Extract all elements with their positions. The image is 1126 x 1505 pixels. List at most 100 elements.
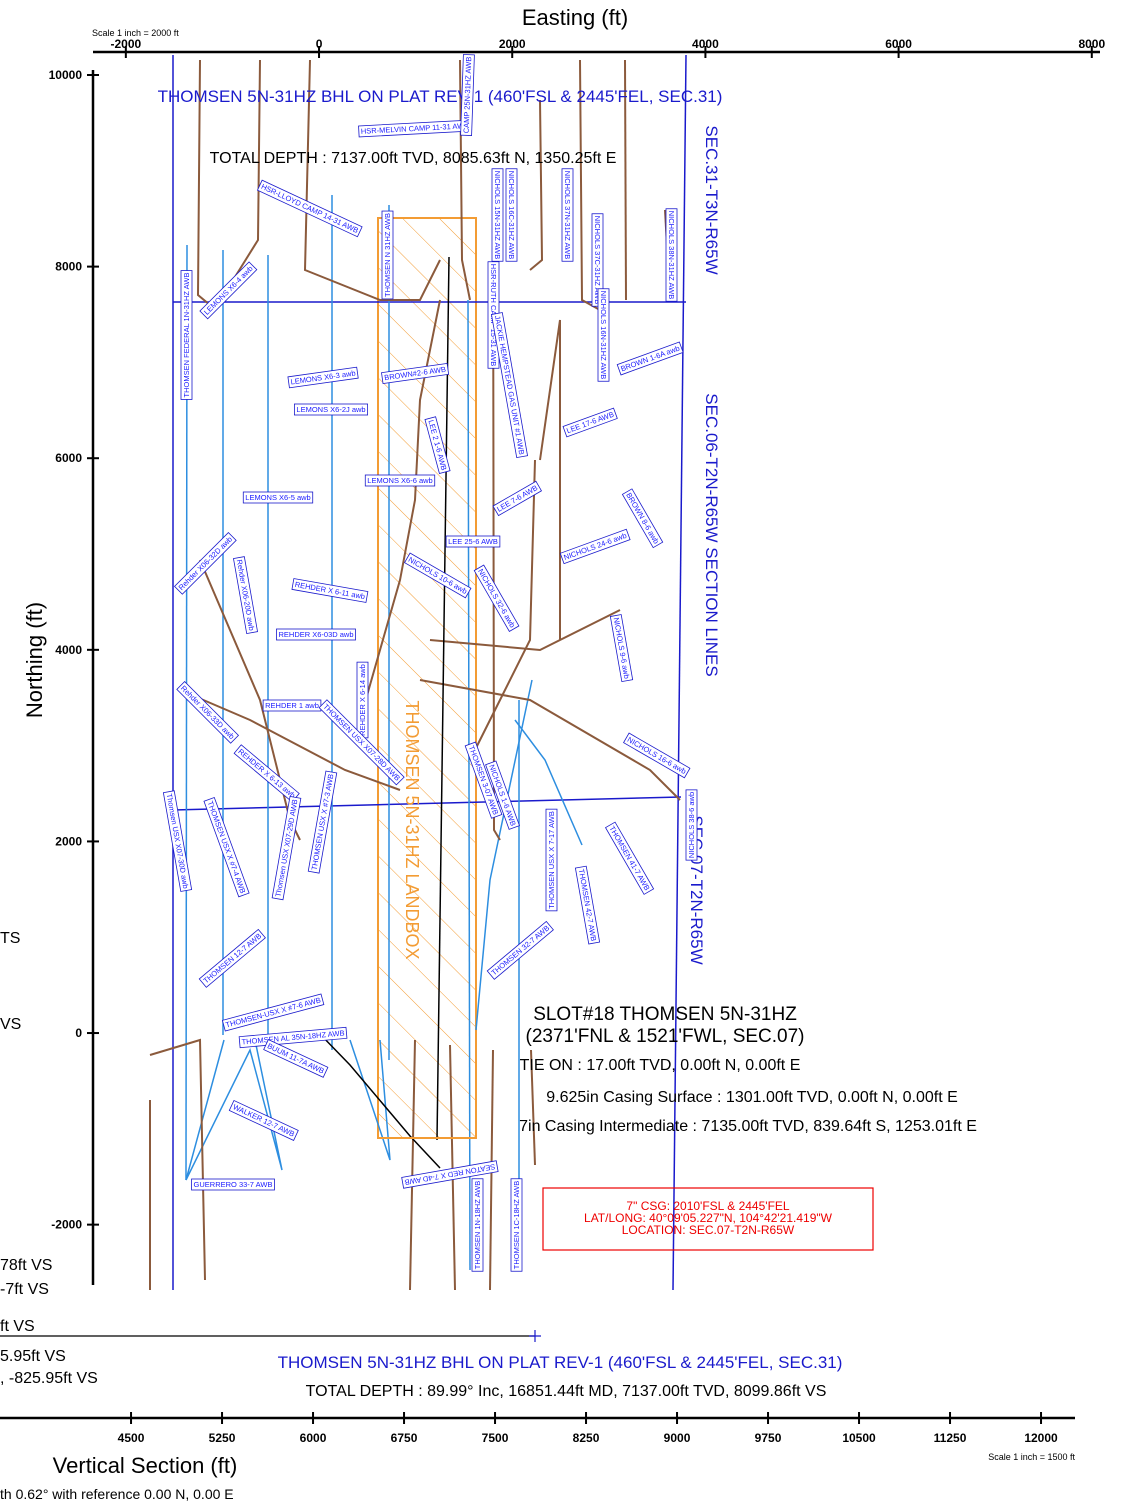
location-box [542, 1187, 874, 1251]
well-label-box [203, 797, 250, 898]
clipped-label: th 0.62° with reference 0.00 N, 0.00 E [0, 1486, 234, 1502]
well-label: REHDER X 6-11 awb [291, 578, 369, 603]
well-label: Thomsen USX X07-29D AWB [271, 795, 302, 901]
well-label: LEMONS X6-3 awb [287, 366, 359, 389]
well-label: LEMONS X6-6 awb [364, 474, 436, 487]
well-label-box [242, 491, 314, 504]
well-label-box [381, 210, 394, 300]
well-label: NICHOLS 37C-31HZ AWB [591, 213, 604, 307]
y-tick-label: 4000 [55, 643, 82, 657]
well-label-box [604, 821, 655, 895]
location-text: LAT/LONG: 40°09'05.227"N, 104°42'21.419"… [584, 1211, 833, 1225]
annotation: THOMSEN 5N-31HZ BHL ON PLAT REV-1 (460'F… [158, 87, 723, 106]
y-tick-label: 2000 [55, 834, 82, 848]
well-label-text: LEMONS X6-4 awb [202, 264, 255, 317]
well-label: NICHOLS 9-6 awb [609, 614, 634, 683]
well-label-box [486, 920, 554, 980]
well-label-box [491, 168, 504, 262]
well-label: NICHOLS 16-6 awb [623, 732, 691, 779]
well-label-text: THOMSEN 32-7 AWB [489, 923, 551, 977]
well-label-text: NICHOLS 16C-31HZ AWB [507, 171, 516, 260]
well-label-text: THOMSEN FEDERAL 1N-31HZ AWB [182, 273, 191, 398]
well-label: SEATON RED X 7-4D AWB [401, 1160, 499, 1189]
well-label: REHDER X 6-13 awb [233, 744, 300, 803]
well-label-box [307, 770, 338, 874]
x-tick-label: 6000 [300, 1431, 327, 1445]
well-label-text: THOMSEN 41-7 AWB [607, 824, 651, 892]
well-label-text: REHDER X 6-14 awb [358, 664, 367, 736]
clipped-label: 78ft VS [0, 1257, 52, 1274]
well-label-box [401, 1160, 499, 1189]
well-label: THOMSEN 32-7 AWB [486, 920, 554, 980]
section-annotation: TOTAL DEPTH : 89.99° Inc, 16851.44ft MD,… [306, 1383, 827, 1400]
x-tick-label: 11250 [934, 1431, 967, 1445]
well-label-box [510, 1178, 523, 1272]
well-label-text: THOMSEN 1N-18HZ AWB [473, 1181, 482, 1269]
well-label: NICHOLS 16C-31HZ AWB [505, 168, 518, 262]
well-label-text: NICHOLS 38-6 awb [687, 792, 696, 858]
well-label-box [256, 179, 363, 238]
well-label-box [562, 407, 618, 438]
well-label-box [173, 531, 237, 595]
well-label: NICHOLS 15N-31HZ AWB [491, 168, 504, 262]
well-label: THOMSEN 41-7 AWB [604, 821, 655, 895]
labels: THOMSEN 5N-31HZ BHL ON PLAT REV-1 (460'F… [0, 54, 977, 1502]
well-label-text: NICHOLS 9-6 awb [612, 617, 632, 680]
well-label-box [221, 993, 325, 1032]
x-tick-label: 0 [316, 37, 323, 51]
well-label-text: NICHOLS 32-6 awb [476, 567, 517, 629]
well-label: LEMONS X6-5 awb [242, 491, 314, 504]
well-label-box [404, 552, 472, 599]
well-label: BROWN 1-6A awb [616, 341, 684, 376]
well-label-box [505, 168, 518, 262]
well-label: REHDER 1 awb [262, 699, 322, 712]
y-tick-label: 10000 [49, 68, 83, 82]
well-label: THOMSEN 12-7 AWB [198, 928, 266, 988]
x-tick-label: -2000 [110, 37, 141, 51]
well-label-text: CAMP 25N-31HZ AWB [462, 57, 474, 134]
well-label-text: NICHOLS 24-6 awb [562, 531, 627, 562]
well-label-box [591, 213, 604, 307]
well-label: THOMSEN 42-7 AWB [574, 865, 601, 945]
well-label-text: THOMSEN USX X #7-4 AWB [206, 800, 248, 895]
well-label-box [561, 168, 574, 262]
well-label-text: THOMSEN 42-7 AWB [577, 868, 599, 942]
annotation: SEC.06-T2N-R65W SECTION LINES [702, 393, 721, 676]
well-label-box [545, 808, 558, 912]
well-label-box [238, 1026, 348, 1049]
well-label: NICHOLS 38N-31HZ AWB [665, 208, 678, 302]
well-label-box [559, 528, 631, 565]
well-label-text: WALKER 12-7 AWB [232, 1102, 296, 1138]
well-label: LEMONS X6-4 awb [199, 261, 258, 320]
well-label: LEE 17-6 AWB [562, 407, 618, 438]
well-label: LEE 25-6 AWB [445, 535, 501, 548]
annotation: (2371'FNL & 1521'FWL, SEC.07) [525, 1026, 804, 1047]
well-label-box [609, 614, 634, 683]
well-label: THOMSEN 1N-18HZ AWB [471, 1178, 484, 1272]
well-label-text: BROWN 1-6A awb [619, 344, 680, 374]
x-tick-label: 8000 [1078, 37, 1105, 51]
well-label: NICHOLS 37N-31HZ AWB [561, 168, 574, 262]
annotation: 7in Casing Intermediate : 7135.00ft TVD,… [519, 1118, 977, 1135]
clipped-label: 5.95ft VS [0, 1348, 66, 1365]
well-label: WALKER 12-7 AWB [228, 1099, 299, 1141]
well-label: HSR-MELVIN CAMP 11-31 AWB [358, 119, 472, 138]
well-label: Thomsen USX X07-30D awb [162, 790, 193, 892]
x-tick-label: 12000 [1024, 1431, 1058, 1445]
subject-well-build [318, 1032, 441, 1169]
well-label-box [623, 732, 691, 779]
well-label-text: LEMONS X6-6 awb [367, 476, 432, 485]
y-tick-label: 0 [75, 1026, 82, 1040]
well-label-text: Thomsen USX X07-29D AWB [273, 799, 299, 898]
x-tick-label: 8250 [573, 1431, 600, 1445]
annotation: SLOT#18 THOMSEN 5N-31HZ [533, 1004, 797, 1025]
well-label-box [597, 288, 610, 382]
well-label-text: LEE 17-6 AWB [565, 410, 615, 435]
x-tick-label: 9000 [664, 1431, 691, 1445]
well-label-box [473, 564, 520, 632]
well-label-box [616, 341, 684, 376]
well-label-box [621, 488, 664, 549]
well-label: NICHOLS 16N-31HZ AWB [597, 288, 610, 382]
well-label-box [191, 1178, 275, 1191]
well-label: LEMONS X6-2J awb [293, 403, 369, 416]
